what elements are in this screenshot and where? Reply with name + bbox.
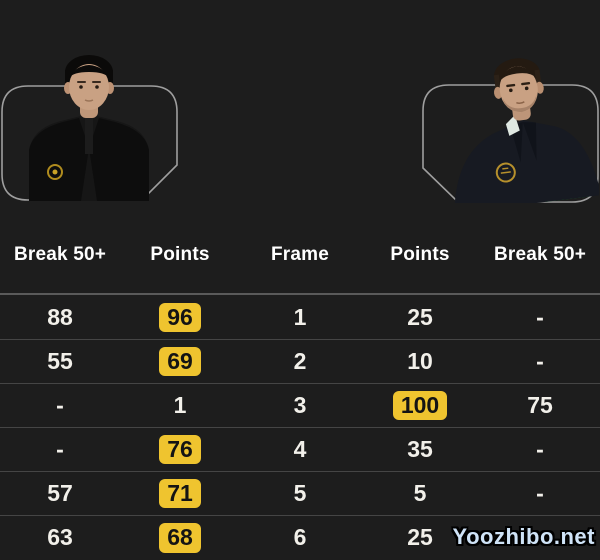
- frame-row: - 1 3 100 75: [0, 384, 600, 428]
- header-frame: Frame: [270, 244, 330, 265]
- player1-photo: [1, 52, 179, 204]
- p2-break-cell: 75: [527, 391, 553, 418]
- p1-points-cell: 76: [120, 434, 240, 465]
- photo-frame: [422, 84, 599, 203]
- p1-points-cell: 1: [173, 391, 187, 418]
- frame-row: 55 69 2 10 -: [0, 340, 600, 384]
- frame-row: - 76 4 35 -: [0, 428, 600, 472]
- p2-break-cell: -: [536, 347, 544, 374]
- stats-header-row: Break 50+ Points Frame Points Break 50+: [0, 234, 600, 276]
- p1-points-cell: 68: [120, 523, 240, 553]
- frame-number-cell: 4: [293, 435, 307, 462]
- p1-break-cell: -: [56, 391, 64, 418]
- p1-break-cell: -: [56, 435, 64, 462]
- header-p2-points: Points: [390, 244, 450, 265]
- player2-photo: [421, 52, 599, 204]
- p1-points-cell: 71: [120, 478, 240, 509]
- watermark-text: Yoozhibo.net: [452, 524, 595, 549]
- player2-portrait-icon: [422, 58, 599, 203]
- p2-points-cell: 35: [407, 435, 433, 462]
- p2-points-cell: 10: [407, 347, 433, 374]
- p1-points-cell: 69: [120, 346, 240, 377]
- frame-number-cell: 6: [293, 524, 307, 551]
- stats-rows: 88 96 1 25 - 55 69 2 10 - - 1 3 100 75 -…: [0, 296, 600, 560]
- frame-number-cell: 5: [293, 479, 307, 506]
- p2-points-cell: 100: [360, 390, 480, 421]
- p2-break-cell: -: [536, 303, 544, 330]
- p1-break-cell: 63: [47, 524, 73, 551]
- header-p2-break50: Break 50+: [493, 244, 587, 265]
- player1-portrait-icon: [1, 55, 178, 201]
- p1-break-cell: 55: [47, 347, 73, 374]
- p2-break-cell: -: [536, 524, 544, 551]
- p2-break-cell: -: [536, 435, 544, 462]
- player1-figure: [29, 55, 149, 201]
- frame-number-cell: 2: [293, 347, 307, 374]
- p2-points-cell: 25: [407, 303, 433, 330]
- frame-row: 57 71 5 5 -: [0, 472, 600, 516]
- p1-break-cell: 88: [47, 303, 73, 330]
- p2-break-cell: -: [536, 479, 544, 506]
- frame-row: 88 96 1 25 -: [0, 296, 600, 340]
- frame-number-cell: 1: [293, 303, 307, 330]
- header-p1-break50: Break 50+: [13, 244, 107, 265]
- p1-points-cell: 96: [120, 302, 240, 333]
- header-p1-points: Points: [150, 244, 210, 265]
- frame-row: 63 68 6 25 -: [0, 516, 600, 560]
- header-divider: [0, 293, 600, 295]
- p2-points-cell: 25: [407, 524, 433, 551]
- p2-points-cell: 5: [413, 479, 427, 506]
- p1-break-cell: 57: [47, 479, 73, 506]
- frame-number-cell: 3: [293, 391, 307, 418]
- player2-figure: [454, 58, 599, 203]
- photo-frame: [1, 85, 178, 201]
